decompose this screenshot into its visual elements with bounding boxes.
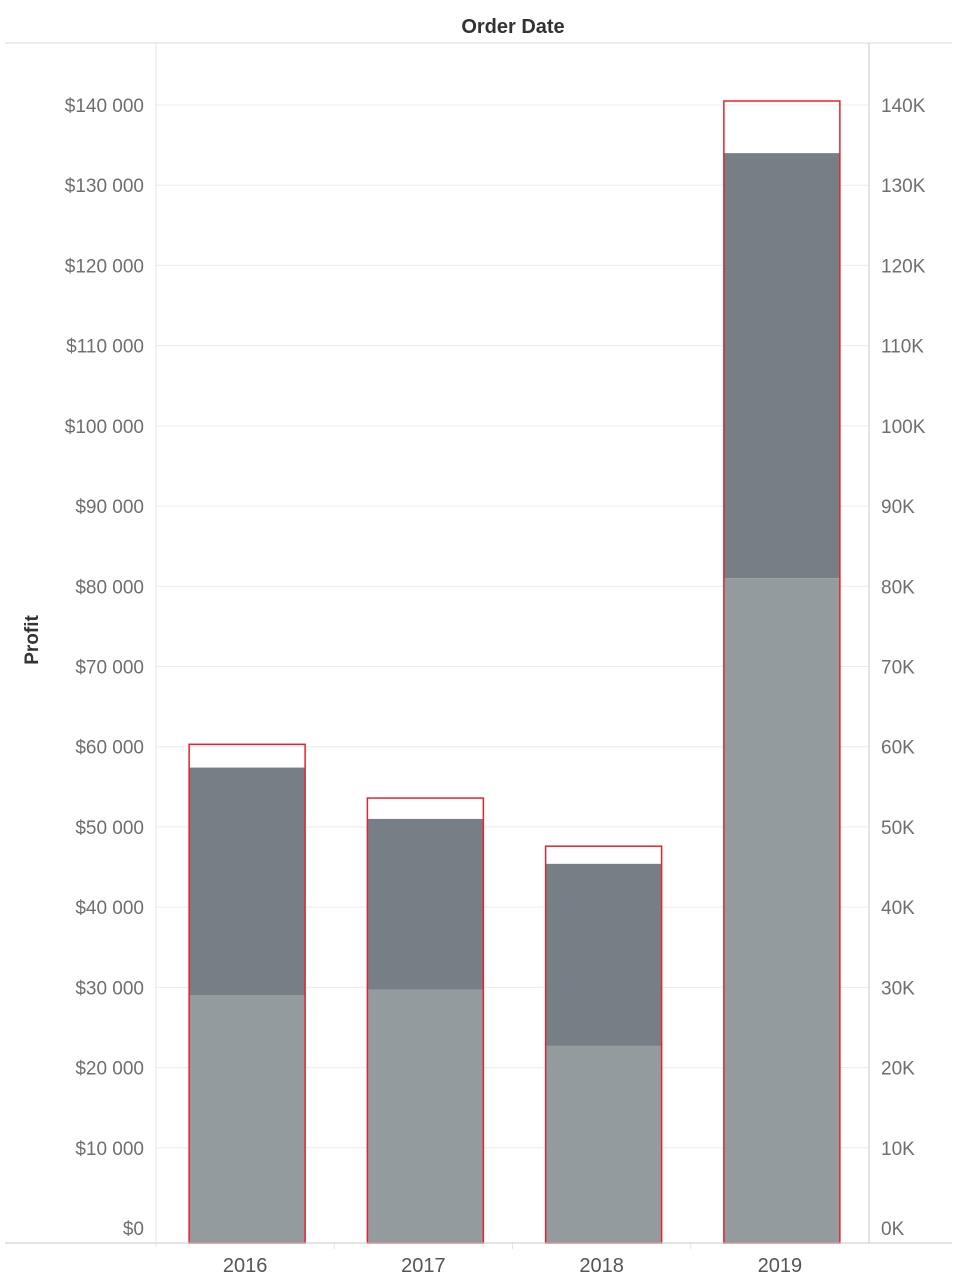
x-tick-label: 2016 xyxy=(223,1255,268,1277)
y-tick-label-right: 30K xyxy=(881,978,915,999)
y-tick-label-right: 140K xyxy=(881,96,926,117)
bar-segment-upper xyxy=(723,153,840,579)
labels: Order Date Profit $0 0K $10 000 10K $20 000 2… xyxy=(22,16,926,1277)
y-tick-label-left: $130 000 xyxy=(65,176,144,197)
bar-segment-lower xyxy=(367,989,484,1243)
bars xyxy=(188,100,841,1244)
y-tick-label-right: 90K xyxy=(881,497,915,518)
bar-segment-upper xyxy=(189,767,306,996)
y-tick-label-right: 130K xyxy=(881,176,926,197)
y-tick-label-left: $60 000 xyxy=(75,738,144,759)
y-tick-label-left: $20 000 xyxy=(75,1059,144,1080)
y-tick-label-right: 120K xyxy=(881,256,926,277)
y-tick-label-left: $0 xyxy=(123,1219,144,1240)
y-tick-label-left: $110 000 xyxy=(66,337,144,358)
x-tick-label: 2017 xyxy=(401,1255,446,1277)
x-tick-label: 2018 xyxy=(579,1255,624,1277)
y-tick-label-right: 80K xyxy=(881,577,915,598)
bar-segment-upper xyxy=(367,818,484,990)
y-tick-label-right: 10K xyxy=(881,1139,915,1160)
y-tick-label-left: $40 000 xyxy=(75,898,144,919)
y-tick-label-left: $100 000 xyxy=(65,417,144,438)
y-tick-label-right: 70K xyxy=(881,658,915,679)
y-tick-label-right: 20K xyxy=(881,1059,915,1080)
y-tick-label-right: 40K xyxy=(881,898,915,919)
x-tick-label: 2019 xyxy=(758,1255,803,1277)
y-tick-label-left: $90 000 xyxy=(75,497,144,518)
y-tick-label-right: 0K xyxy=(881,1219,905,1240)
y-axis-title: Profit xyxy=(22,615,43,665)
y-tick-label-right: 100K xyxy=(881,417,926,438)
bar-segment-lower xyxy=(189,995,306,1243)
bar-segment-lower xyxy=(545,1045,662,1243)
bar-segment-lower xyxy=(723,578,840,1243)
y-tick-label-left: $10 000 xyxy=(75,1139,144,1160)
column-header: Order Date xyxy=(461,16,564,38)
y-tick-label-left: $140 000 xyxy=(65,96,144,117)
y-tick-label-left: $30 000 xyxy=(75,978,144,999)
y-tick-label-right: 50K xyxy=(881,818,915,839)
y-tick-label-right: 110K xyxy=(881,337,924,358)
y-tick-label-left: $80 000 xyxy=(75,577,144,598)
y-tick-label-left: $50 000 xyxy=(75,818,144,839)
y-tick-label-left: $120 000 xyxy=(65,256,144,277)
y-tick-label-left: $70 000 xyxy=(75,658,144,679)
axis-frame xyxy=(5,42,952,1249)
bar-segment-upper xyxy=(545,863,662,1046)
y-tick-label-right: 60K xyxy=(881,738,915,759)
